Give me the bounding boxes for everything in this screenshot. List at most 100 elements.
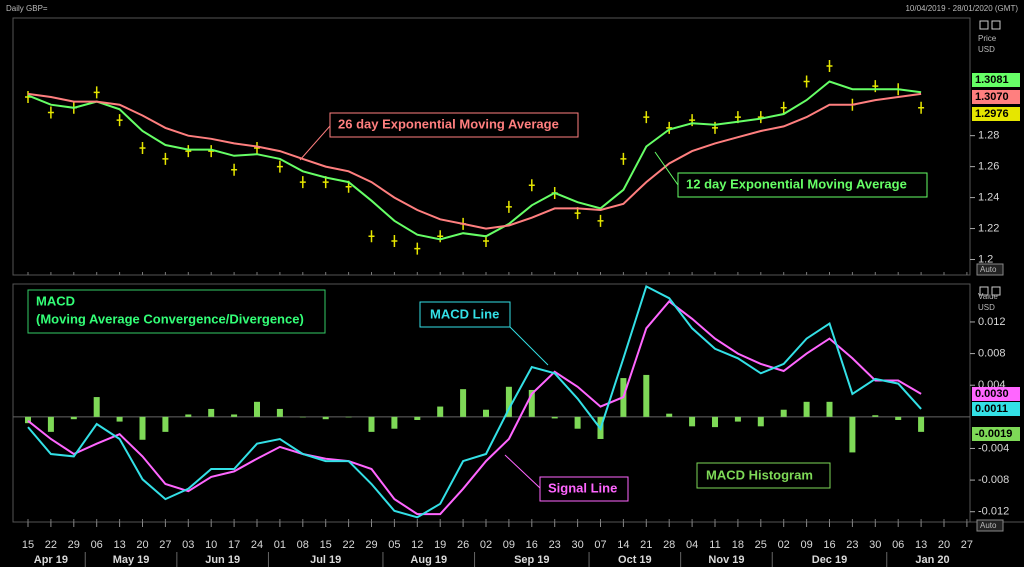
price-bar	[93, 86, 100, 99]
price-bar	[505, 200, 512, 213]
price-bar	[254, 142, 260, 155]
histogram-bar	[322, 416, 329, 420]
histogram-bar	[918, 416, 925, 432]
histogram-bar	[162, 416, 169, 432]
x-tick-label: 02	[480, 539, 492, 551]
x-tick-label: 01	[274, 539, 286, 551]
y-tick-label: 1.28	[978, 130, 999, 142]
last-value-label: 1.3081	[975, 74, 1009, 86]
date-range: 10/04/2019 - 28/01/2020 (GMT)	[905, 4, 1018, 13]
last-value-label: -0.0019	[975, 428, 1012, 440]
histogram-bar	[643, 374, 650, 417]
price-bar	[276, 160, 283, 173]
series-line	[27, 92, 922, 230]
histogram-bar	[505, 386, 512, 417]
price-bar	[231, 163, 238, 176]
histogram-bar	[437, 406, 444, 417]
month-label: Jan 20	[915, 554, 949, 566]
restore-button[interactable]	[979, 20, 989, 30]
connector	[504, 454, 541, 489]
y-tick-label: 1.24	[978, 191, 999, 203]
month-label: May 19	[113, 554, 150, 566]
axis-title: USD	[978, 45, 995, 54]
annotation: MACD Histogram	[706, 467, 813, 482]
close-button[interactable]	[991, 20, 1001, 30]
price-bar	[826, 59, 833, 72]
x-tick-label: 19	[434, 539, 446, 551]
annotation-box	[696, 462, 831, 489]
histogram-bar	[345, 416, 352, 418]
x-tick-label: 20	[136, 539, 148, 551]
x-tick-label: 30	[571, 539, 583, 551]
annotation: 26 day Exponential Moving Average	[338, 116, 559, 131]
histogram-bar	[734, 416, 741, 422]
series-line	[27, 80, 922, 241]
price-bar	[620, 152, 627, 165]
last-value-badge	[972, 73, 1020, 87]
month-label: Apr 19	[34, 554, 68, 566]
histogram-bar	[574, 416, 581, 429]
last-value-badge	[972, 402, 1020, 416]
x-tick-label: 23	[549, 539, 561, 551]
histogram-bar	[528, 389, 535, 417]
plots: 1.28 1.26 1.24 1.22 1.2 1.3081 1.3070 1.2976 0.0…	[13, 59, 1020, 567]
x-tick-label: 03	[182, 539, 194, 551]
histogram-bar	[712, 416, 718, 428]
histogram-bar	[25, 416, 31, 424]
connector	[654, 151, 679, 186]
axis-title: Value	[978, 292, 998, 301]
auto-scale-button[interactable]	[976, 519, 1004, 532]
histogram-bar	[780, 409, 787, 417]
x-tick-label: 16	[526, 539, 538, 551]
x-tick-label: 24	[251, 539, 263, 551]
y-tick-label: -0.008	[978, 474, 1009, 486]
x-tick-label: 28	[663, 539, 675, 551]
last-value-label: 0.0030	[975, 388, 1009, 400]
y-tick-label: 1.22	[978, 222, 999, 234]
restore-button[interactable]	[979, 286, 989, 296]
last-value-badge	[972, 90, 1020, 104]
x-tick-label: 27	[961, 539, 973, 551]
x-tick-label: 15	[22, 539, 34, 551]
month-label: Aug 19	[410, 554, 447, 566]
annotation-box	[329, 112, 579, 138]
connector	[509, 326, 549, 366]
auto-scale-button[interactable]	[976, 263, 1004, 276]
x-tick-label: 11	[709, 539, 720, 551]
month-label: Oct 19	[618, 554, 652, 566]
y-tick-label: 0.008	[978, 347, 1006, 359]
price-bar	[368, 230, 375, 243]
x-tick-label: 20	[938, 539, 950, 551]
price-bar	[528, 179, 535, 192]
x-tick-label: 04	[686, 539, 698, 551]
price-bar	[299, 176, 306, 189]
last-value-badge	[972, 387, 1020, 401]
x-tick-label: 02	[778, 539, 790, 551]
axis-title: Price	[978, 34, 997, 43]
price-bar	[803, 75, 810, 88]
last-value-badge	[972, 427, 1020, 441]
x-tick-label: 30	[869, 539, 881, 551]
last-value-badge	[972, 107, 1020, 121]
price-bar	[116, 114, 123, 127]
series-line	[27, 284, 922, 519]
month-label: Jul 19	[310, 554, 341, 566]
y-tick-label: 0.012	[978, 316, 1006, 328]
x-tick-label: 23	[846, 539, 858, 551]
y-tick-label: 1.26	[978, 161, 999, 173]
annotation-box	[539, 476, 629, 502]
y-tick-label: -0.004	[978, 442, 1009, 454]
close-button[interactable]	[991, 286, 1001, 296]
x-tick-label: 22	[45, 539, 57, 551]
histogram-bar	[70, 416, 77, 420]
x-tick-label: 21	[640, 539, 652, 551]
histogram-bar	[254, 401, 260, 417]
annotation: MACD Line	[430, 306, 499, 321]
x-tick-label: 10	[205, 539, 217, 551]
last-value-label: 1.2976	[975, 108, 1009, 120]
axis-title: USD	[978, 303, 995, 312]
x-tick-label: 17	[228, 539, 240, 551]
histogram-bar	[208, 408, 215, 417]
price-bar	[185, 145, 192, 158]
